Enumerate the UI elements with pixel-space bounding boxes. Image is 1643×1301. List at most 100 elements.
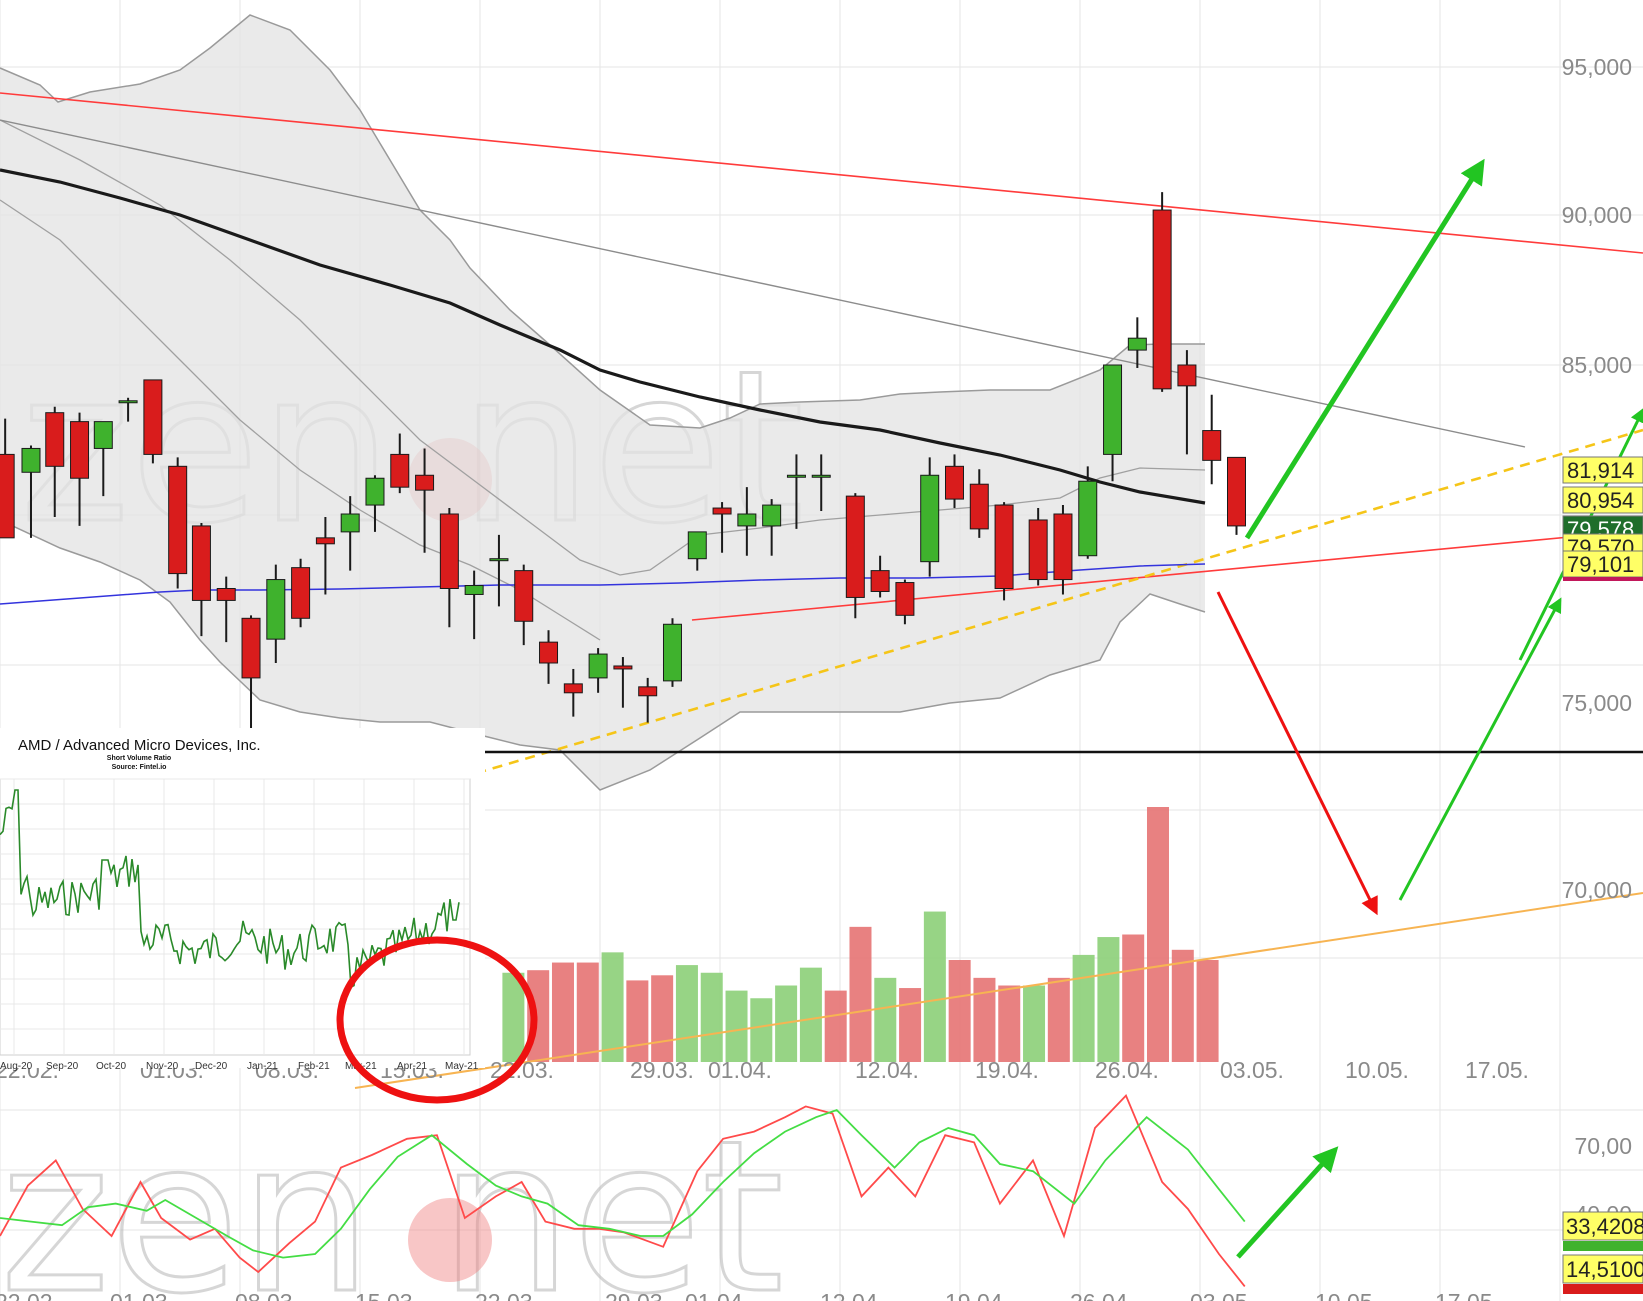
price-tick-label: 90,000 (1562, 202, 1632, 228)
candle-body (1127, 337, 1147, 351)
candle-body (786, 474, 806, 478)
candle-body (1227, 456, 1247, 527)
volume-bar (998, 985, 1021, 1062)
inset-title: AMD / Advanced Micro Devices, Inc. (18, 737, 261, 754)
candle-body (340, 513, 360, 533)
candle-body (1202, 430, 1222, 461)
volume-bar (576, 962, 599, 1062)
osc-date-label: 01.04 (685, 1289, 743, 1301)
inset-tick-label: Nov-20 (146, 1061, 179, 1072)
volume-bar (1023, 985, 1046, 1062)
volume-bar (1072, 954, 1095, 1062)
inset-plot-area (0, 778, 471, 1056)
candle-body (168, 465, 188, 575)
candlesticks (0, 192, 1247, 854)
price-tag-label: 81,914 (1567, 458, 1634, 483)
candle-body (1078, 480, 1098, 557)
inset-tick-label: Aug-20 (0, 1061, 33, 1072)
date-tick-label: 03.05. (1220, 1057, 1284, 1083)
volume-bar (775, 985, 798, 1062)
candle-body (662, 623, 682, 682)
candle-body (811, 474, 831, 478)
price-tag-label: 80,954 (1567, 488, 1634, 513)
red-support-line (691, 529, 1643, 621)
volume-bar (725, 990, 748, 1062)
candle-body (1053, 513, 1073, 581)
gray-trend-line (0, 119, 1526, 448)
osc-date-label: 26.04 (1070, 1289, 1128, 1301)
inset-tick-label: May-21 (445, 1061, 479, 1072)
volume-bars (502, 807, 1219, 1062)
osc-date-label: 22.02 (0, 1289, 53, 1301)
candle-body (191, 525, 211, 601)
candle-body (969, 483, 989, 530)
candle-body (1152, 209, 1172, 390)
osc-date-label: 17.05 (1435, 1289, 1493, 1301)
candle-body (365, 477, 385, 506)
candle-body (762, 504, 782, 527)
volume-bar (502, 972, 525, 1062)
price-tag-label: 79,101 (1567, 552, 1634, 577)
candle-body (712, 507, 732, 515)
watermark-bottom: zen net (0, 1095, 784, 1301)
osc-date-label: 01.03 (110, 1289, 168, 1301)
price-tick-label: 75,000 (1562, 690, 1632, 716)
moving-average-blue (0, 563, 1206, 605)
candle-body (895, 582, 915, 616)
candle-body (70, 421, 90, 479)
osc-tick-label: 70,00 (1574, 1133, 1632, 1159)
green-arrow-up-main (1244, 158, 1485, 540)
osc-date-label: 10.05 (1315, 1289, 1373, 1301)
osc-date-label: 29.03 (605, 1289, 663, 1301)
middle-band (0, 119, 1206, 576)
lower-band (0, 519, 1206, 791)
candle-body (489, 558, 509, 562)
inset-grid (0, 778, 470, 1055)
candle-body (514, 570, 534, 622)
candle-body (21, 447, 41, 473)
price-tick-label: 70,000 (1562, 877, 1632, 903)
price-axis: 95,000 90,000 85,000 75,000 70,000 (1562, 54, 1632, 903)
candle-body (118, 400, 138, 404)
candle-body (216, 588, 236, 601)
red-resistance-line (0, 92, 1643, 254)
candle-body (845, 495, 865, 598)
osc-date-label: 12.04 (820, 1289, 878, 1301)
upper-band (0, 14, 1205, 429)
price-tag-box (1562, 486, 1643, 514)
price-tick-label: 95,000 (1562, 54, 1632, 80)
candle-body (390, 453, 410, 488)
candle-body (0, 453, 15, 539)
candle-body (944, 465, 964, 500)
osc-tag-strip (1563, 1241, 1643, 1251)
candle-body (315, 537, 335, 545)
candle-body (1028, 519, 1048, 581)
volume-bar (1122, 934, 1145, 1062)
volume-bar (750, 998, 773, 1062)
osc-tag-label: 33,4208 (1566, 1214, 1643, 1239)
yellow-dashed-trendline (459, 428, 1643, 780)
date-tick-label: 26.04. (1095, 1057, 1159, 1083)
inset-tick-label: Feb-21 (298, 1061, 330, 1072)
candle-body (266, 579, 286, 640)
volume-bar (899, 988, 922, 1062)
candle-body (563, 683, 583, 694)
volume-bar (601, 952, 624, 1062)
volume-bar (626, 980, 649, 1062)
osc-tag-label: 14,5100 (1566, 1257, 1643, 1282)
green-arrow-osc (1236, 1146, 1339, 1259)
volume-bar (1047, 977, 1070, 1062)
red-arrow-down (1216, 591, 1378, 916)
volume-bar (1146, 807, 1169, 1062)
candle-body (687, 531, 707, 560)
short-volume-inset: AMD / Advanced Micro Devices, Inc. Short… (0, 728, 485, 1072)
volume-bar (849, 926, 872, 1062)
candle-body (45, 412, 65, 467)
inset-tick-label: Dec-20 (195, 1061, 228, 1072)
osc-date-label: 03.05 (1190, 1289, 1248, 1301)
date-tick-label: 10.05. (1345, 1057, 1409, 1083)
volume-bar (948, 960, 971, 1062)
candle-body (588, 653, 608, 679)
candle-body (870, 570, 890, 592)
